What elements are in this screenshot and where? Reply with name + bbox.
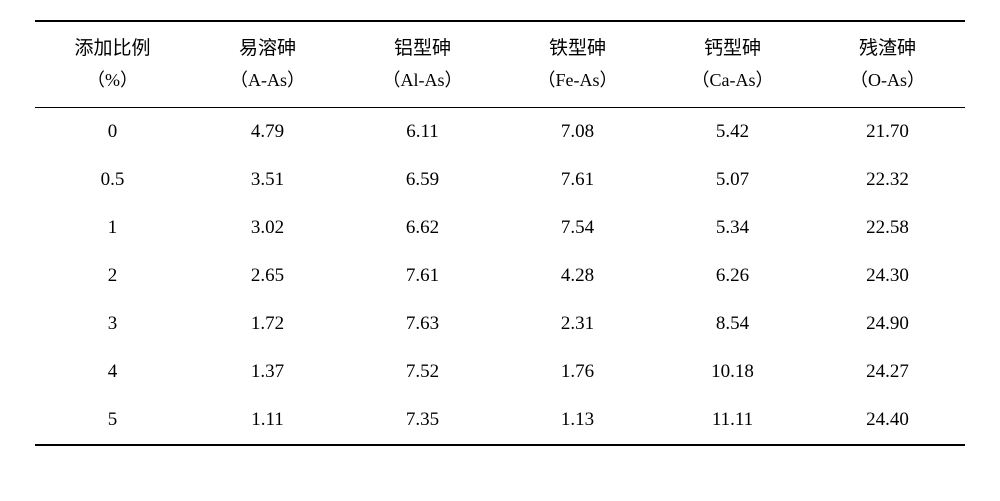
cell-o-as: 24.90 xyxy=(810,300,965,348)
cell-ca-as: 8.54 xyxy=(655,300,810,348)
cell-o-as: 22.32 xyxy=(810,156,965,204)
cell-al-as: 7.35 xyxy=(345,396,500,445)
cell-fe-as: 7.54 xyxy=(500,204,655,252)
header-main: 易溶砷 xyxy=(194,34,341,64)
col-header-a-as: 易溶砷 （A-As） xyxy=(190,21,345,108)
header-sub: （O-As） xyxy=(814,66,961,95)
cell-fe-as: 7.08 xyxy=(500,108,655,157)
cell-al-as: 7.52 xyxy=(345,348,500,396)
col-header-o-as: 残渣砷 （O-As） xyxy=(810,21,965,108)
cell-ratio: 2 xyxy=(35,252,190,300)
cell-ca-as: 10.18 xyxy=(655,348,810,396)
cell-o-as: 22.58 xyxy=(810,204,965,252)
cell-a-as: 1.11 xyxy=(190,396,345,445)
cell-ratio: 3 xyxy=(35,300,190,348)
header-sub: （Fe-As） xyxy=(504,66,651,95)
header-main: 钙型砷 xyxy=(659,34,806,64)
cell-o-as: 24.27 xyxy=(810,348,965,396)
header-main: 铝型砷 xyxy=(349,34,496,64)
cell-al-as: 6.62 xyxy=(345,204,500,252)
table-row: 0 4.79 6.11 7.08 5.42 21.70 xyxy=(35,108,965,157)
cell-al-as: 7.63 xyxy=(345,300,500,348)
header-main: 铁型砷 xyxy=(504,34,651,64)
cell-ratio: 1 xyxy=(35,204,190,252)
cell-ca-as: 5.07 xyxy=(655,156,810,204)
table-header-row: 添加比例 （%） 易溶砷 （A-As） 铝型砷 （Al-As） 铁型砷 （Fe-… xyxy=(35,21,965,108)
header-sub: （A-As） xyxy=(194,66,341,95)
cell-a-as: 3.51 xyxy=(190,156,345,204)
table-row: 0.5 3.51 6.59 7.61 5.07 22.32 xyxy=(35,156,965,204)
cell-ca-as: 11.11 xyxy=(655,396,810,445)
cell-fe-as: 4.28 xyxy=(500,252,655,300)
cell-al-as: 7.61 xyxy=(345,252,500,300)
cell-a-as: 3.02 xyxy=(190,204,345,252)
table-row: 2 2.65 7.61 4.28 6.26 24.30 xyxy=(35,252,965,300)
cell-ca-as: 5.34 xyxy=(655,204,810,252)
header-main: 添加比例 xyxy=(39,34,186,64)
cell-ratio: 0.5 xyxy=(35,156,190,204)
table-row: 5 1.11 7.35 1.13 11.11 24.40 xyxy=(35,396,965,445)
cell-ca-as: 6.26 xyxy=(655,252,810,300)
cell-o-as: 21.70 xyxy=(810,108,965,157)
cell-ratio: 0 xyxy=(35,108,190,157)
table-row: 4 1.37 7.52 1.76 10.18 24.27 xyxy=(35,348,965,396)
col-header-ca-as: 钙型砷 （Ca-As） xyxy=(655,21,810,108)
cell-fe-as: 1.76 xyxy=(500,348,655,396)
header-sub: （Ca-As） xyxy=(659,66,806,95)
cell-a-as: 1.72 xyxy=(190,300,345,348)
col-header-al-as: 铝型砷 （Al-As） xyxy=(345,21,500,108)
table-row: 3 1.72 7.63 2.31 8.54 24.90 xyxy=(35,300,965,348)
header-sub: （Al-As） xyxy=(349,66,496,95)
cell-al-as: 6.59 xyxy=(345,156,500,204)
header-main: 残渣砷 xyxy=(814,34,961,64)
cell-ca-as: 5.42 xyxy=(655,108,810,157)
cell-o-as: 24.40 xyxy=(810,396,965,445)
col-header-fe-as: 铁型砷 （Fe-As） xyxy=(500,21,655,108)
table-body: 0 4.79 6.11 7.08 5.42 21.70 0.5 3.51 6.5… xyxy=(35,108,965,446)
col-header-ratio: 添加比例 （%） xyxy=(35,21,190,108)
cell-fe-as: 2.31 xyxy=(500,300,655,348)
cell-a-as: 2.65 xyxy=(190,252,345,300)
cell-a-as: 1.37 xyxy=(190,348,345,396)
cell-fe-as: 1.13 xyxy=(500,396,655,445)
table-row: 1 3.02 6.62 7.54 5.34 22.58 xyxy=(35,204,965,252)
cell-al-as: 6.11 xyxy=(345,108,500,157)
cell-fe-as: 7.61 xyxy=(500,156,655,204)
cell-a-as: 4.79 xyxy=(190,108,345,157)
cell-o-as: 24.30 xyxy=(810,252,965,300)
header-sub: （%） xyxy=(39,66,186,95)
cell-ratio: 4 xyxy=(35,348,190,396)
arsenic-data-table: 添加比例 （%） 易溶砷 （A-As） 铝型砷 （Al-As） 铁型砷 （Fe-… xyxy=(35,20,965,446)
cell-ratio: 5 xyxy=(35,396,190,445)
